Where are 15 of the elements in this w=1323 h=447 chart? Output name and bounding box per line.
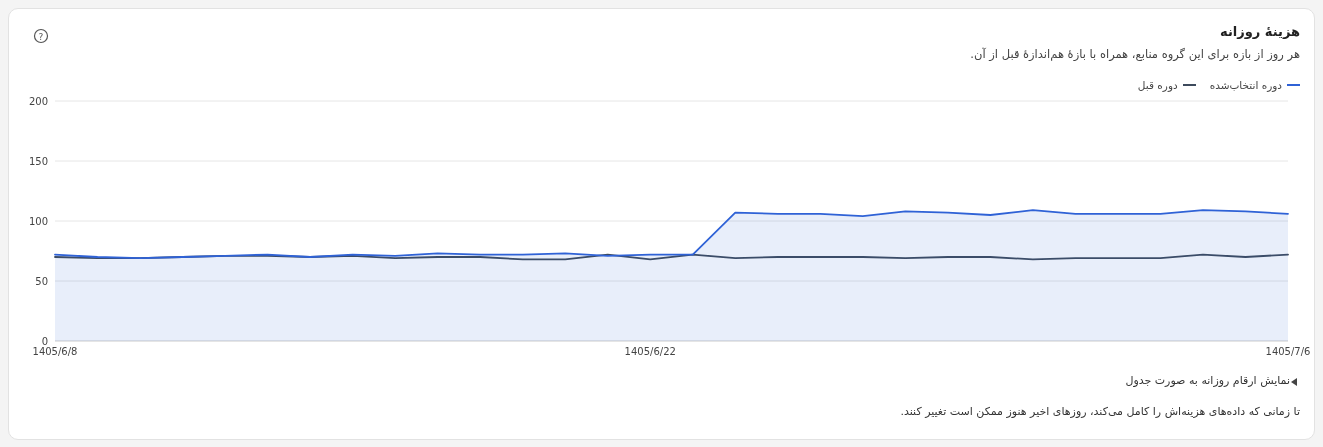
x-tick-label: 1405/7/6 [1265,346,1311,357]
y-tick-label: 200 [28,96,48,107]
legend-label: دوره انتخاب‌شده [1209,79,1282,91]
chart-title: هزینهٔ روزانه [1220,24,1300,39]
text: ? [38,31,44,42]
text: نمایش ارقام روزانه به صورت جدول [1125,374,1290,387]
legend-label: دوره قبل [1137,79,1178,91]
y-tick-label: 100 [28,216,48,227]
x-tick-label: 1405/6/8 [32,346,78,357]
y-tick-label: 0 [41,336,48,347]
y-tick-label: 150 [28,156,48,167]
chart-subtitle: هر روز از بازه برای این گروه منابع، همراه با بازهٔ هم‌اندازهٔ قبل از آن. [970,47,1300,61]
text: تا زمانی که داده‌های هزینه‌اش را کامل می‌کند، روزهای اخیر هنوز ممکن است تغییر کنند. [900,405,1300,418]
y-tick-label: 50 [35,276,48,287]
x-tick-label: 1405/6/22 [624,346,676,357]
